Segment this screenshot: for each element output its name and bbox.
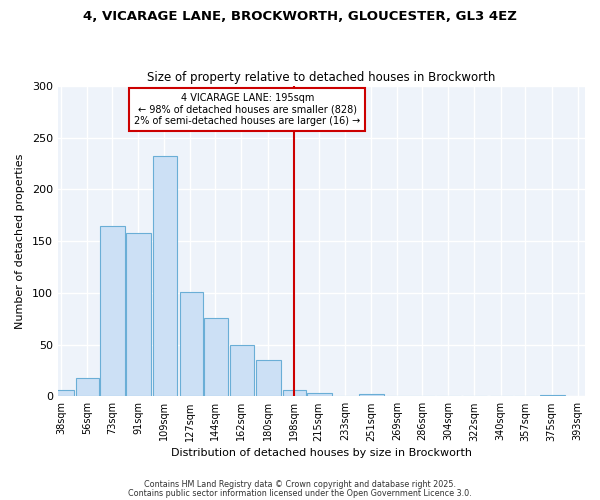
Text: 4, VICARAGE LANE, BROCKWORTH, GLOUCESTER, GL3 4EZ: 4, VICARAGE LANE, BROCKWORTH, GLOUCESTER… (83, 10, 517, 23)
Bar (307, 393, 332, 396)
Bar (203, 318, 228, 396)
Text: 4 VICARAGE LANE: 195sqm
← 98% of detached houses are smaller (828)
2% of semi-de: 4 VICARAGE LANE: 195sqm ← 98% of detache… (134, 94, 361, 126)
Text: Contains HM Land Registry data © Crown copyright and database right 2025.: Contains HM Land Registry data © Crown c… (144, 480, 456, 489)
Bar (127, 233, 151, 396)
Bar (359, 394, 384, 396)
Bar (283, 390, 306, 396)
Bar (179, 292, 203, 397)
Bar (152, 156, 178, 396)
Bar (230, 344, 254, 397)
Bar (76, 378, 100, 396)
X-axis label: Distribution of detached houses by size in Brockworth: Distribution of detached houses by size … (171, 448, 472, 458)
Title: Size of property relative to detached houses in Brockworth: Size of property relative to detached ho… (147, 70, 496, 84)
Bar (100, 226, 125, 396)
Y-axis label: Number of detached properties: Number of detached properties (15, 154, 25, 329)
Bar (256, 360, 281, 397)
Text: Contains public sector information licensed under the Open Government Licence 3.: Contains public sector information licen… (128, 488, 472, 498)
Bar (49, 390, 74, 396)
